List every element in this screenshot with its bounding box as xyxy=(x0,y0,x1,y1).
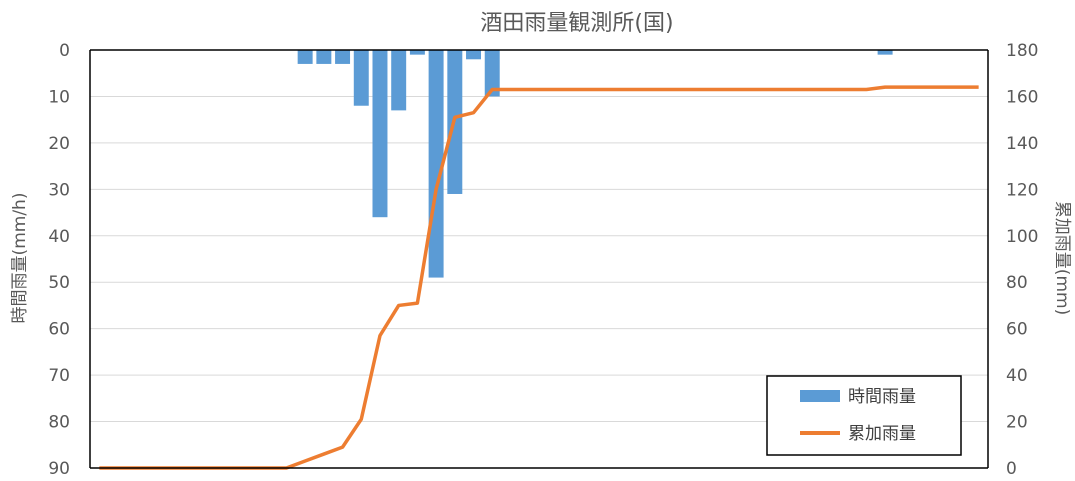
left-tick-label: 0 xyxy=(59,41,70,61)
bar-hourly-17 xyxy=(409,50,425,55)
right-tick-label: 20 xyxy=(1006,413,1028,433)
left-tick-label: 90 xyxy=(48,459,70,477)
right-axis-label: 累加雨量(mm) xyxy=(1052,201,1072,315)
left-tick-label: 40 xyxy=(48,227,70,247)
left-tick-label: 50 xyxy=(48,273,70,293)
bar-hourly-42 xyxy=(877,50,893,55)
bar-hourly-13 xyxy=(335,50,351,64)
legend-box xyxy=(766,375,962,456)
bar-hourly-14 xyxy=(353,50,369,106)
right-tick-label: 80 xyxy=(1006,273,1028,293)
right-tick-label: 160 xyxy=(1006,87,1038,107)
bar-hourly-12 xyxy=(316,50,332,64)
legend-label-hourly: 時間雨量 xyxy=(848,387,916,407)
right-tick-label: 0 xyxy=(1006,459,1017,477)
right-tick-label: 180 xyxy=(1006,41,1038,61)
bar-series-hourly-rainfall xyxy=(297,50,893,278)
left-tick-label: 60 xyxy=(48,320,70,340)
right-tick-label: 140 xyxy=(1006,134,1038,154)
right-tick-label: 120 xyxy=(1006,180,1038,200)
legend-bar-swatch xyxy=(800,390,840,402)
legend: 時間雨量 累加雨量 xyxy=(766,375,962,456)
bar-hourly-21 xyxy=(484,50,500,97)
left-axis-label: 時間雨量(mm/h) xyxy=(10,193,30,324)
bar-hourly-20 xyxy=(466,50,482,60)
right-axis-ticks: 0 20 40 60 80 100 120 140 160 180 xyxy=(1006,41,1038,479)
left-tick-label: 20 xyxy=(48,134,70,154)
bar-hourly-15 xyxy=(372,50,388,218)
right-tick-label: 40 xyxy=(1006,366,1028,386)
left-tick-label: 80 xyxy=(48,413,70,433)
bar-hourly-11 xyxy=(297,50,313,64)
right-tick-label: 60 xyxy=(1006,320,1028,340)
right-tick-label: 100 xyxy=(1006,227,1038,247)
left-axis-ticks: 0 10 20 30 40 50 60 70 80 90 xyxy=(48,41,70,479)
bar-hourly-16 xyxy=(391,50,407,111)
left-tick-label: 10 xyxy=(48,87,70,107)
legend-label-cumulative: 累加雨量 xyxy=(848,424,916,444)
gridlines xyxy=(90,95,988,423)
axes xyxy=(89,49,989,469)
chart-title: 酒田雨量観測所(国) xyxy=(480,11,673,36)
left-tick-label: 70 xyxy=(48,366,70,386)
left-tick-label: 30 xyxy=(48,180,70,200)
